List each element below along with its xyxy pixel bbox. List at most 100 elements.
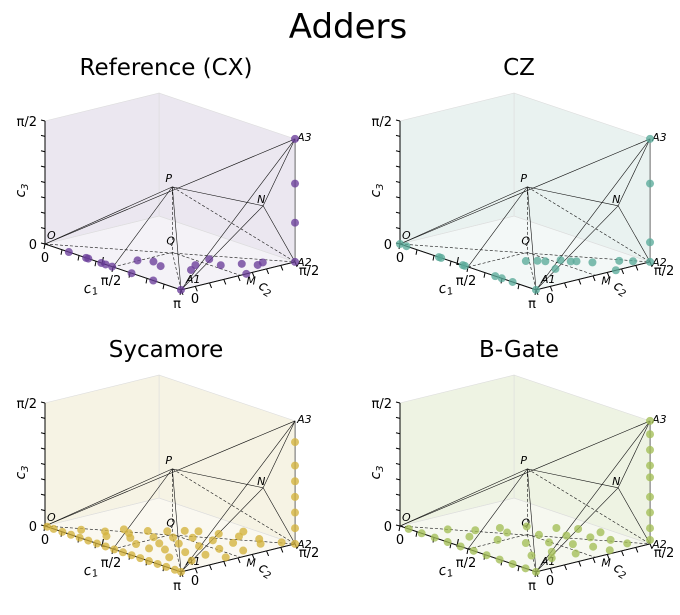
data-point [521,257,530,266]
c2-tick-mark [209,282,213,289]
data-point [205,255,214,264]
vertex-label-L: L [456,255,462,268]
c1-axis-label: c1 [82,279,100,300]
c2-tick-mark [237,275,241,282]
edge-N-A2 [262,487,296,545]
c2-axis-label: c2 [255,278,276,301]
edge-N-A3 [262,420,296,488]
c3-tick-mark [40,119,46,122]
data-point [66,530,75,539]
panel-title: Sycamore [109,337,224,363]
c3-tick-mark [395,150,401,153]
vertex-label-A1: A1 [185,273,201,286]
data-point [646,508,655,517]
data-point [402,242,411,251]
c2-tick-label: π/2 [299,264,319,279]
c2-tick-label: π/2 [299,546,319,561]
c1-tick-label: 0 [41,251,49,266]
c1-axis-label: c1 [437,279,455,300]
vertex-label-N: N [257,475,265,488]
data-point [508,559,517,568]
c2-tick-mark [549,286,553,292]
c3-tick-mark [40,447,46,450]
data-point [214,529,223,538]
edge-Q-M [172,534,241,558]
c2-axis-label: c2 [255,560,276,583]
data-point [291,492,300,501]
c3-tick-mark [40,165,46,168]
data-point [77,525,86,534]
c3-tick-mark [40,211,46,214]
data-point [143,527,152,536]
data-point [646,461,655,470]
data-point [646,524,655,533]
c1-tick-mark [517,284,520,290]
c3-tick-mark [395,227,401,230]
data-point [547,554,556,563]
data-point [291,218,300,227]
c1-tick-label: π/2 [101,556,121,571]
c3-tick-mark [395,134,401,137]
c3-tick-mark [40,416,46,419]
data-point [646,238,655,247]
data-point [541,257,550,266]
data-point [437,253,446,262]
data-point [127,551,136,560]
c2-tick-mark [592,275,596,282]
c3-tick-label: π/2 [372,115,392,130]
data-point [646,416,655,425]
data-point [255,535,264,544]
vertex-label-O: O [402,229,411,242]
data-point [460,261,469,270]
data-point [469,546,478,555]
data-point [208,536,217,545]
vertex-label-M: M [246,556,256,569]
c2-tick-mark [635,265,639,271]
edge-N-A2 [617,205,651,263]
data-point [291,179,300,188]
edge-Q-M [172,252,241,276]
data-point [534,530,543,539]
c1-tick-mark [60,249,63,255]
c1-tick-label: 0 [396,533,404,548]
c1-tick-mark [466,548,469,555]
edge-N-A3 [617,138,651,206]
edge-L-Q [467,252,528,268]
panel-title: Reference (CX) [80,55,253,81]
c2-tick-mark [592,557,596,564]
data-point [521,564,530,573]
vertex-label-P: P [520,172,527,185]
vertex-label-A1: A1 [540,273,556,286]
data-point [491,272,500,281]
data-point [165,553,174,562]
edge-A1-A3 [535,138,651,291]
c3-tick-mark [40,432,46,435]
c1-tick-label: π [528,579,536,594]
c2-tick-mark [649,543,653,550]
edge-N-A1 [535,205,619,291]
data-point [201,550,210,559]
c1-axis-label: c1 [82,561,100,582]
data-point [547,547,556,556]
c2-tick-mark [251,554,255,560]
c1-tick-label: π/2 [456,556,476,571]
data-point [545,538,554,547]
c3-tick-label: π/2 [17,397,37,412]
data-point [646,473,655,482]
c3-axis-label: c3 [13,183,31,197]
data-point [646,535,655,544]
data-point [163,527,172,536]
data-point [471,526,480,535]
data-point [92,539,101,548]
data-point [215,544,224,553]
data-point [551,264,560,273]
c1-tick-label: 0 [41,533,49,548]
panel-title: CZ [503,55,535,81]
vertex-label-A2: A2 [296,538,312,551]
c3-tick-mark [40,150,46,153]
data-point [188,533,197,542]
edge-P-A2 [527,468,651,545]
c3-tick-mark [40,227,46,230]
figure-title: Adders [289,7,407,47]
data-point [503,528,512,537]
